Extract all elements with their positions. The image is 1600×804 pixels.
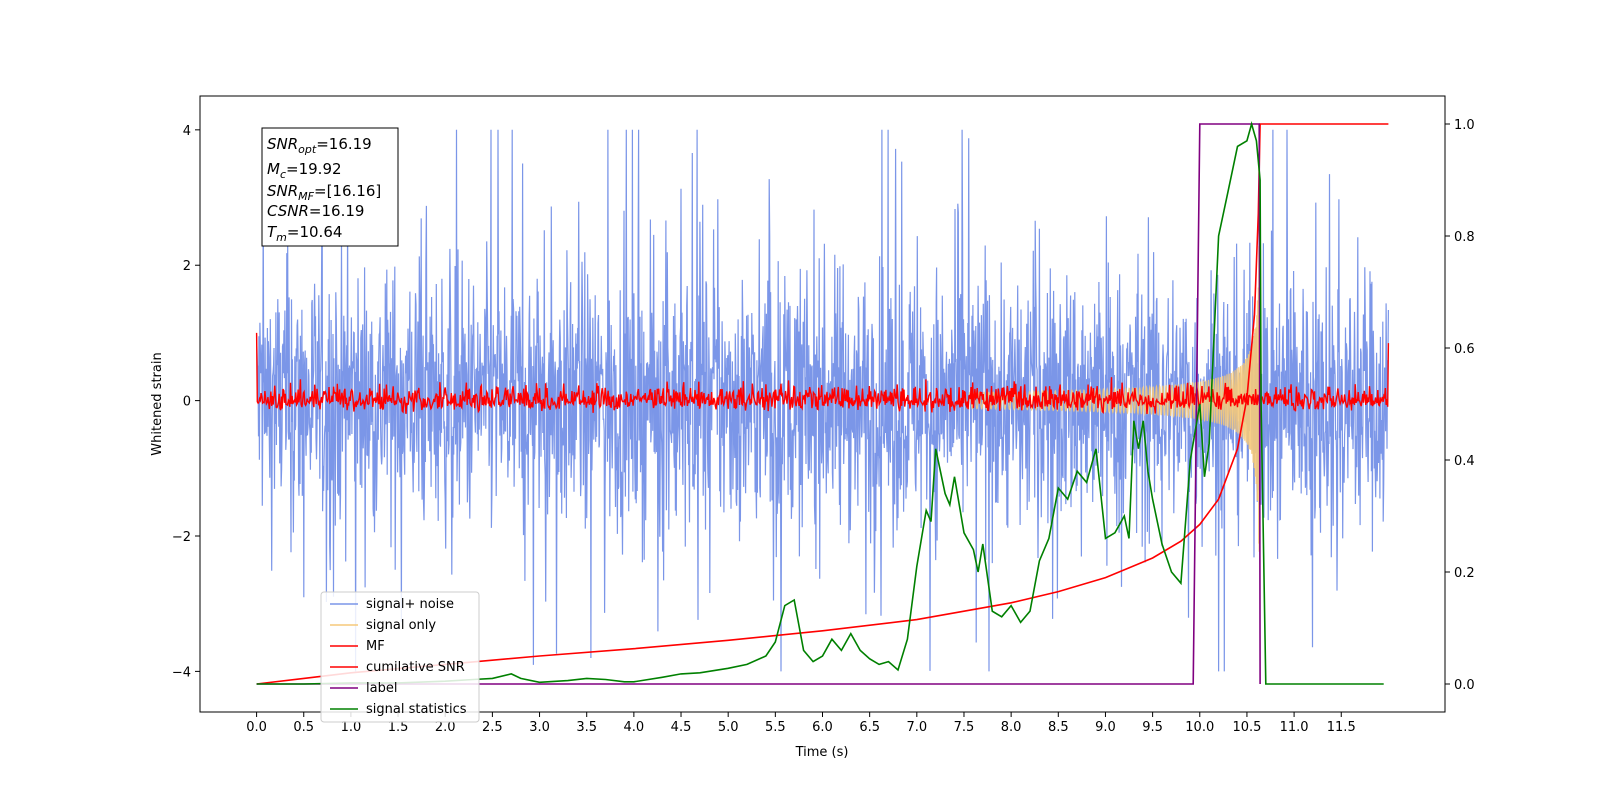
info-sub: MF <box>298 190 314 203</box>
x-tick-label: 2.5 <box>482 720 503 735</box>
legend-label-mf: MF <box>366 639 385 654</box>
y-tick-label: 4 <box>183 124 191 139</box>
x-tick-label: 5.5 <box>765 720 786 735</box>
y2-tick-label: 1.0 <box>1454 118 1475 133</box>
info-value: =10.64 <box>287 223 343 241</box>
x-tick-label: 11.0 <box>1280 720 1309 735</box>
info-value: =16.19 <box>309 202 365 220</box>
x-tick-label: 4.5 <box>671 720 692 735</box>
x-tick-label: 1.5 <box>388 720 409 735</box>
x-tick-label: 8.0 <box>1001 720 1022 735</box>
x-tick-label: 3.0 <box>529 720 550 735</box>
x-tick-label: 7.0 <box>906 720 927 735</box>
x-tick-label: 3.5 <box>576 720 597 735</box>
y-axis-label: Whitened strain <box>150 352 165 455</box>
info-line-snr-mf: SNRMF=[16.16] <box>267 182 381 203</box>
info-line-tm: Tm=10.64 <box>267 223 342 244</box>
x-axis-label: Time (s) <box>795 745 849 760</box>
x-tick-label: 4.0 <box>624 720 645 735</box>
x-tick-label: 9.5 <box>1142 720 1163 735</box>
legend-label-cumilative-snr: cumilative SNR <box>366 660 465 675</box>
x-tick-label: 6.0 <box>812 720 833 735</box>
legend-label-signal-noise: signal+ noise <box>366 597 454 612</box>
series-label <box>256 123 1261 685</box>
y2-tick-label: 0.8 <box>1454 230 1475 245</box>
axes: 0.0 0.5 1.0 1.5 2.0 2.5 3.0 3.5 4.0 4.5 5.0 5.5 6.0 6… <box>172 118 1475 735</box>
y-tick-label: −2 <box>172 530 191 545</box>
legend: signal+ noise signal only MF cumilative … <box>320 591 480 723</box>
x-tick-label: 10.5 <box>1232 720 1261 735</box>
legend-label-signal-only: signal only <box>366 618 436 633</box>
info-value: =[16.16] <box>314 182 381 200</box>
series-cumilative-SNR <box>256 123 1389 685</box>
x-tick-label: 8.5 <box>1048 720 1069 735</box>
info-value: =16.19 <box>316 135 372 153</box>
info-sym: CSNR <box>267 202 309 220</box>
info-sym: M <box>267 160 280 178</box>
y2-tick-label: 0.2 <box>1454 566 1475 581</box>
x-tick-label: 9.0 <box>1095 720 1116 735</box>
info-sub: m <box>276 231 287 244</box>
info-box: SNRopt=16.19 Mc=19.92 SNRMF=[16.16] CSNR… <box>261 127 399 247</box>
plot-area <box>255 121 1390 685</box>
legend-label-signal-statistics: signal statistics <box>366 702 467 717</box>
info-sub: c <box>280 168 286 181</box>
x-tick-label: 2.0 <box>435 720 456 735</box>
x-tick-label: 0.5 <box>293 720 314 735</box>
legend-label-label: label <box>366 681 397 696</box>
info-sub: opt <box>298 143 317 156</box>
x-tick-label: 10.0 <box>1185 720 1214 735</box>
info-sym: SNR <box>267 182 298 200</box>
x-tick-label: 11.5 <box>1327 720 1356 735</box>
y-tick-label: 2 <box>183 259 191 274</box>
x-tick-label: 7.5 <box>954 720 975 735</box>
x-tick-label: 0.0 <box>246 720 267 735</box>
x-tick-label: 6.5 <box>859 720 880 735</box>
info-box-frame <box>261 127 399 247</box>
legend-frame <box>320 591 480 723</box>
y-tick-label: 0 <box>183 395 191 410</box>
info-line-mc: Mc=19.92 <box>267 160 342 181</box>
info-sym: SNR <box>267 135 298 153</box>
y2-tick-label: 0.4 <box>1454 454 1475 469</box>
info-line-snr-opt: SNRopt=16.19 <box>267 135 372 156</box>
x-tick-label: 1.0 <box>341 720 362 735</box>
info-sym: T <box>267 223 278 241</box>
x-tick-label: 5.0 <box>718 720 739 735</box>
series-signal-noise <box>256 129 1389 672</box>
y2-tick-label: 0.6 <box>1454 342 1475 357</box>
y-tick-label: −4 <box>172 665 191 680</box>
info-line-csnr: CSNR=16.19 <box>267 202 364 220</box>
series-signal-statistics <box>256 121 1384 685</box>
y2-tick-label: 0.0 <box>1454 678 1475 693</box>
info-value: =19.92 <box>286 160 342 178</box>
